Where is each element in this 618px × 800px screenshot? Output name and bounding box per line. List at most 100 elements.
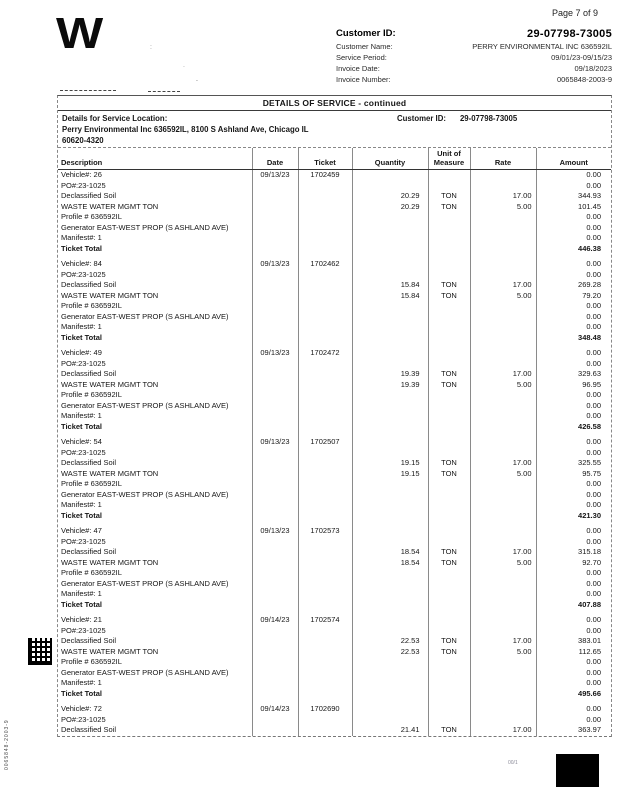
details-of-service-box: DETAILS OF SERVICE - continued Details f… (57, 95, 612, 737)
cell-unit: TON (427, 468, 470, 479)
cell-desc: Generator EAST-WEST PROP (S ASHLAND AVE) (61, 311, 229, 321)
scan-dash-artifact (148, 91, 180, 92)
cell-ticket (297, 479, 352, 490)
cell-ticket (297, 400, 352, 411)
table-row: Manifest#: 1 0.00 (58, 589, 611, 600)
cell-unit: TON (427, 369, 470, 380)
cell-ticket (297, 458, 352, 469)
cell-ticket (297, 311, 352, 322)
cell-rate (469, 657, 536, 668)
cell-amount: 0.00 (535, 578, 611, 589)
cell-unit (427, 180, 470, 191)
cell-date (251, 280, 298, 291)
cell-rate: 5.00 (469, 379, 536, 390)
cell-rate (469, 599, 536, 610)
cell-qty: 22.53 (351, 636, 428, 647)
cell-amount: 421.30 (535, 510, 611, 521)
table-row: Profile # 636592IL 0.00 (58, 568, 611, 579)
cell-unit: TON (427, 636, 470, 647)
cell-qty: 19.39 (351, 369, 428, 380)
invoice-number-value: 0065848-2003-9 (556, 75, 612, 84)
cell-unit (427, 259, 470, 270)
cell-qty: 20.29 (351, 201, 428, 212)
ticket-total-row: Ticket Total 495.66 (58, 688, 611, 699)
cell-rate (469, 390, 536, 401)
cell-date (251, 201, 298, 212)
customer-name-value: PERRY ENVIRONMENTAL INC 636592IL (472, 42, 612, 51)
column-header-quantity: Quantity (351, 148, 428, 170)
cell-date (251, 646, 298, 657)
cell-desc: Ticket Total (61, 243, 102, 253)
cell-ticket (297, 468, 352, 479)
cell-ticket (297, 667, 352, 678)
cell-qty (351, 243, 428, 254)
cell-qty (351, 180, 428, 191)
cell-desc: Generator EAST-WEST PROP (S ASHLAND AVE) (61, 489, 229, 499)
cell-desc: WASTE WATER MGMT TON (61, 557, 159, 567)
cell-qty (351, 589, 428, 600)
cell-ticket (297, 269, 352, 280)
scan-speck: . (183, 62, 185, 69)
cell-amount: 0.00 (535, 322, 611, 333)
cell-qty (351, 400, 428, 411)
cell-qty (351, 568, 428, 579)
cell-rate (469, 332, 536, 343)
cell-ticket: 1702574 (297, 615, 352, 626)
cell-date (251, 678, 298, 689)
invoice-date-value: 09/18/2023 (574, 64, 612, 73)
cell-desc: Manifest#: 1 (61, 322, 102, 331)
cell-ticket (297, 369, 352, 380)
cell-date (251, 714, 298, 725)
cell-date (251, 657, 298, 668)
cell-desc: Vehicle#: 47 (61, 526, 102, 535)
cell-qty (351, 500, 428, 511)
cell-amount: 0.00 (535, 390, 611, 401)
table-row: Vehicle#: 47 09/13/23 1702573 0.00 (58, 526, 611, 537)
cell-amount: 0.00 (535, 269, 611, 280)
table-row: Vehicle#: 49 09/13/23 1702472 0.00 (58, 348, 611, 359)
redaction-block (556, 754, 599, 787)
table-row: PO#:23-1025 0.00 (58, 625, 611, 636)
cell-amount: 0.00 (535, 259, 611, 270)
table-row: WASTE WATER MGMT TON 19.39 TON 5.00 96.95 (58, 379, 611, 390)
ticket-rows: Vehicle#: 26 09/13/23 1702459 0.00 PO#:23-10… (58, 169, 611, 736)
cell-ticket (297, 243, 352, 254)
details-of-service-table: Description Date Ticket Quantity Unit of… (58, 148, 611, 736)
cell-unit (427, 667, 470, 678)
cell-desc: Ticket Total (61, 421, 102, 431)
cell-date: 09/13/23 (251, 526, 298, 537)
cell-desc: Profile # 636592IL (61, 390, 122, 399)
cell-amount: 0.00 (535, 714, 611, 725)
location-customer-id: Customer ID: 29-07798-73005 (389, 113, 607, 146)
table-header-row: Description Date Ticket Quantity Unit of… (58, 148, 611, 170)
cell-date: 09/13/23 (251, 259, 298, 270)
cell-ticket (297, 358, 352, 369)
cell-desc: Generator EAST-WEST PROP (S ASHLAND AVE) (61, 667, 229, 677)
table-row: Profile # 636592IL 0.00 (58, 479, 611, 490)
cell-unit: TON (427, 557, 470, 568)
cell-ticket (297, 332, 352, 343)
datamatrix-barcode (28, 638, 52, 665)
cell-ticket (297, 290, 352, 301)
cell-rate: 5.00 (469, 201, 536, 212)
cell-amount: 79.20 (535, 290, 611, 301)
cell-unit (427, 322, 470, 333)
cell-qty (351, 615, 428, 626)
cell-qty (351, 411, 428, 422)
cell-desc: PO#:23-1025 (61, 447, 106, 457)
cell-desc: Declassified Soil (61, 636, 117, 645)
cell-ticket (297, 646, 352, 657)
cell-ticket: 1702472 (297, 348, 352, 359)
cell-desc: WASTE WATER MGMT TON (61, 379, 159, 389)
cell-desc: Manifest#: 1 (61, 233, 102, 242)
table-row: Manifest#: 1 0.00 (58, 322, 611, 333)
cell-qty: 21.41 (351, 725, 428, 736)
cell-desc: Generator EAST-WEST PROP (S ASHLAND AVE) (61, 222, 229, 232)
cell-amount: 0.00 (535, 526, 611, 537)
cell-desc: Vehicle#: 49 (61, 348, 102, 357)
customer-id-value: 29-07798-73005 (527, 28, 612, 40)
cell-date (251, 557, 298, 568)
cell-amount: 0.00 (535, 169, 611, 181)
cell-amount: 0.00 (535, 657, 611, 668)
